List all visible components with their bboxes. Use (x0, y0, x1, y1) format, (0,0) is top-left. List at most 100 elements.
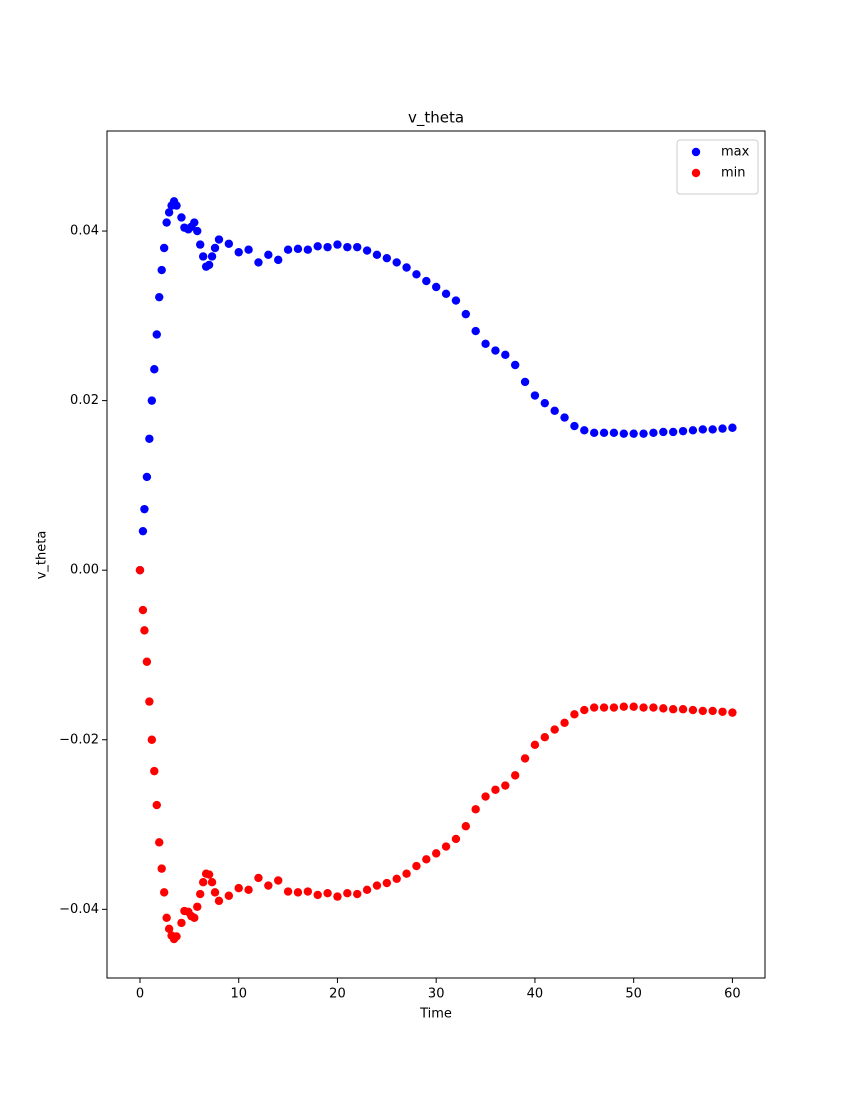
point (491, 785, 500, 794)
point (140, 504, 149, 514)
point (159, 888, 169, 897)
point (461, 309, 471, 319)
chart-title: v_theta (408, 109, 464, 128)
point (214, 235, 224, 244)
point (609, 428, 619, 438)
point (501, 781, 510, 790)
point (688, 705, 698, 715)
point (659, 704, 668, 713)
point (382, 878, 392, 888)
point (145, 697, 154, 706)
point (142, 472, 152, 482)
point (451, 296, 461, 305)
point (177, 918, 186, 928)
point (698, 425, 707, 434)
point (412, 861, 421, 871)
point (157, 864, 166, 873)
point (196, 889, 205, 899)
point (140, 626, 149, 635)
point (649, 428, 658, 438)
point (293, 888, 303, 897)
legend-label: max (721, 145, 750, 160)
point (190, 913, 199, 923)
point (193, 902, 202, 911)
point (728, 423, 737, 432)
point (293, 244, 303, 254)
point (274, 255, 283, 265)
point (303, 245, 313, 254)
point (274, 876, 283, 885)
point (431, 282, 441, 292)
point (138, 526, 148, 536)
y-tick-label: −0.04 (59, 902, 99, 917)
point (520, 754, 530, 763)
y-tick-label: 0.02 (70, 393, 99, 408)
point (135, 565, 145, 575)
point (155, 292, 164, 302)
point (382, 253, 392, 263)
point (164, 208, 174, 217)
point (688, 426, 698, 435)
point (283, 887, 293, 896)
point (441, 289, 451, 298)
x-tick-label: 30 (428, 987, 445, 1002)
point (639, 703, 648, 712)
y-tick-label: 0.00 (70, 563, 99, 578)
point (530, 740, 540, 750)
point (560, 718, 569, 727)
point (639, 429, 648, 438)
point (619, 429, 629, 438)
point (152, 800, 161, 810)
point (668, 427, 678, 437)
point (150, 365, 159, 374)
point (204, 870, 214, 879)
point (431, 849, 441, 858)
point (254, 258, 263, 267)
point (599, 703, 609, 712)
point (164, 924, 174, 934)
point (362, 885, 372, 895)
point (570, 421, 579, 431)
point (343, 242, 352, 252)
x-tick-label: 60 (724, 987, 741, 1002)
legend-marker (691, 168, 701, 178)
point (283, 245, 293, 254)
point (589, 703, 599, 712)
point (718, 424, 727, 433)
point (196, 240, 205, 249)
point (210, 888, 220, 897)
point (530, 391, 540, 400)
point (224, 891, 234, 900)
point (264, 250, 273, 259)
point (412, 270, 421, 279)
point (362, 246, 372, 255)
point (708, 706, 717, 716)
point (550, 406, 559, 415)
point (510, 771, 520, 780)
point (708, 425, 717, 434)
point (172, 932, 181, 941)
point (210, 243, 220, 253)
point (207, 877, 217, 887)
point (159, 243, 169, 253)
point (155, 838, 164, 847)
point (142, 657, 152, 666)
point (150, 766, 159, 776)
point (678, 426, 688, 436)
point (392, 258, 401, 267)
point (451, 834, 461, 844)
legend-marker (691, 147, 701, 157)
point (629, 429, 638, 438)
point (323, 889, 332, 898)
point (343, 889, 352, 898)
x-tick-label: 40 (527, 987, 544, 1002)
point (491, 346, 500, 355)
point (678, 705, 688, 714)
point (244, 885, 253, 895)
point (162, 218, 171, 227)
point (313, 242, 322, 251)
point (402, 263, 411, 272)
point (668, 705, 678, 714)
point (333, 240, 342, 249)
point (152, 330, 161, 339)
